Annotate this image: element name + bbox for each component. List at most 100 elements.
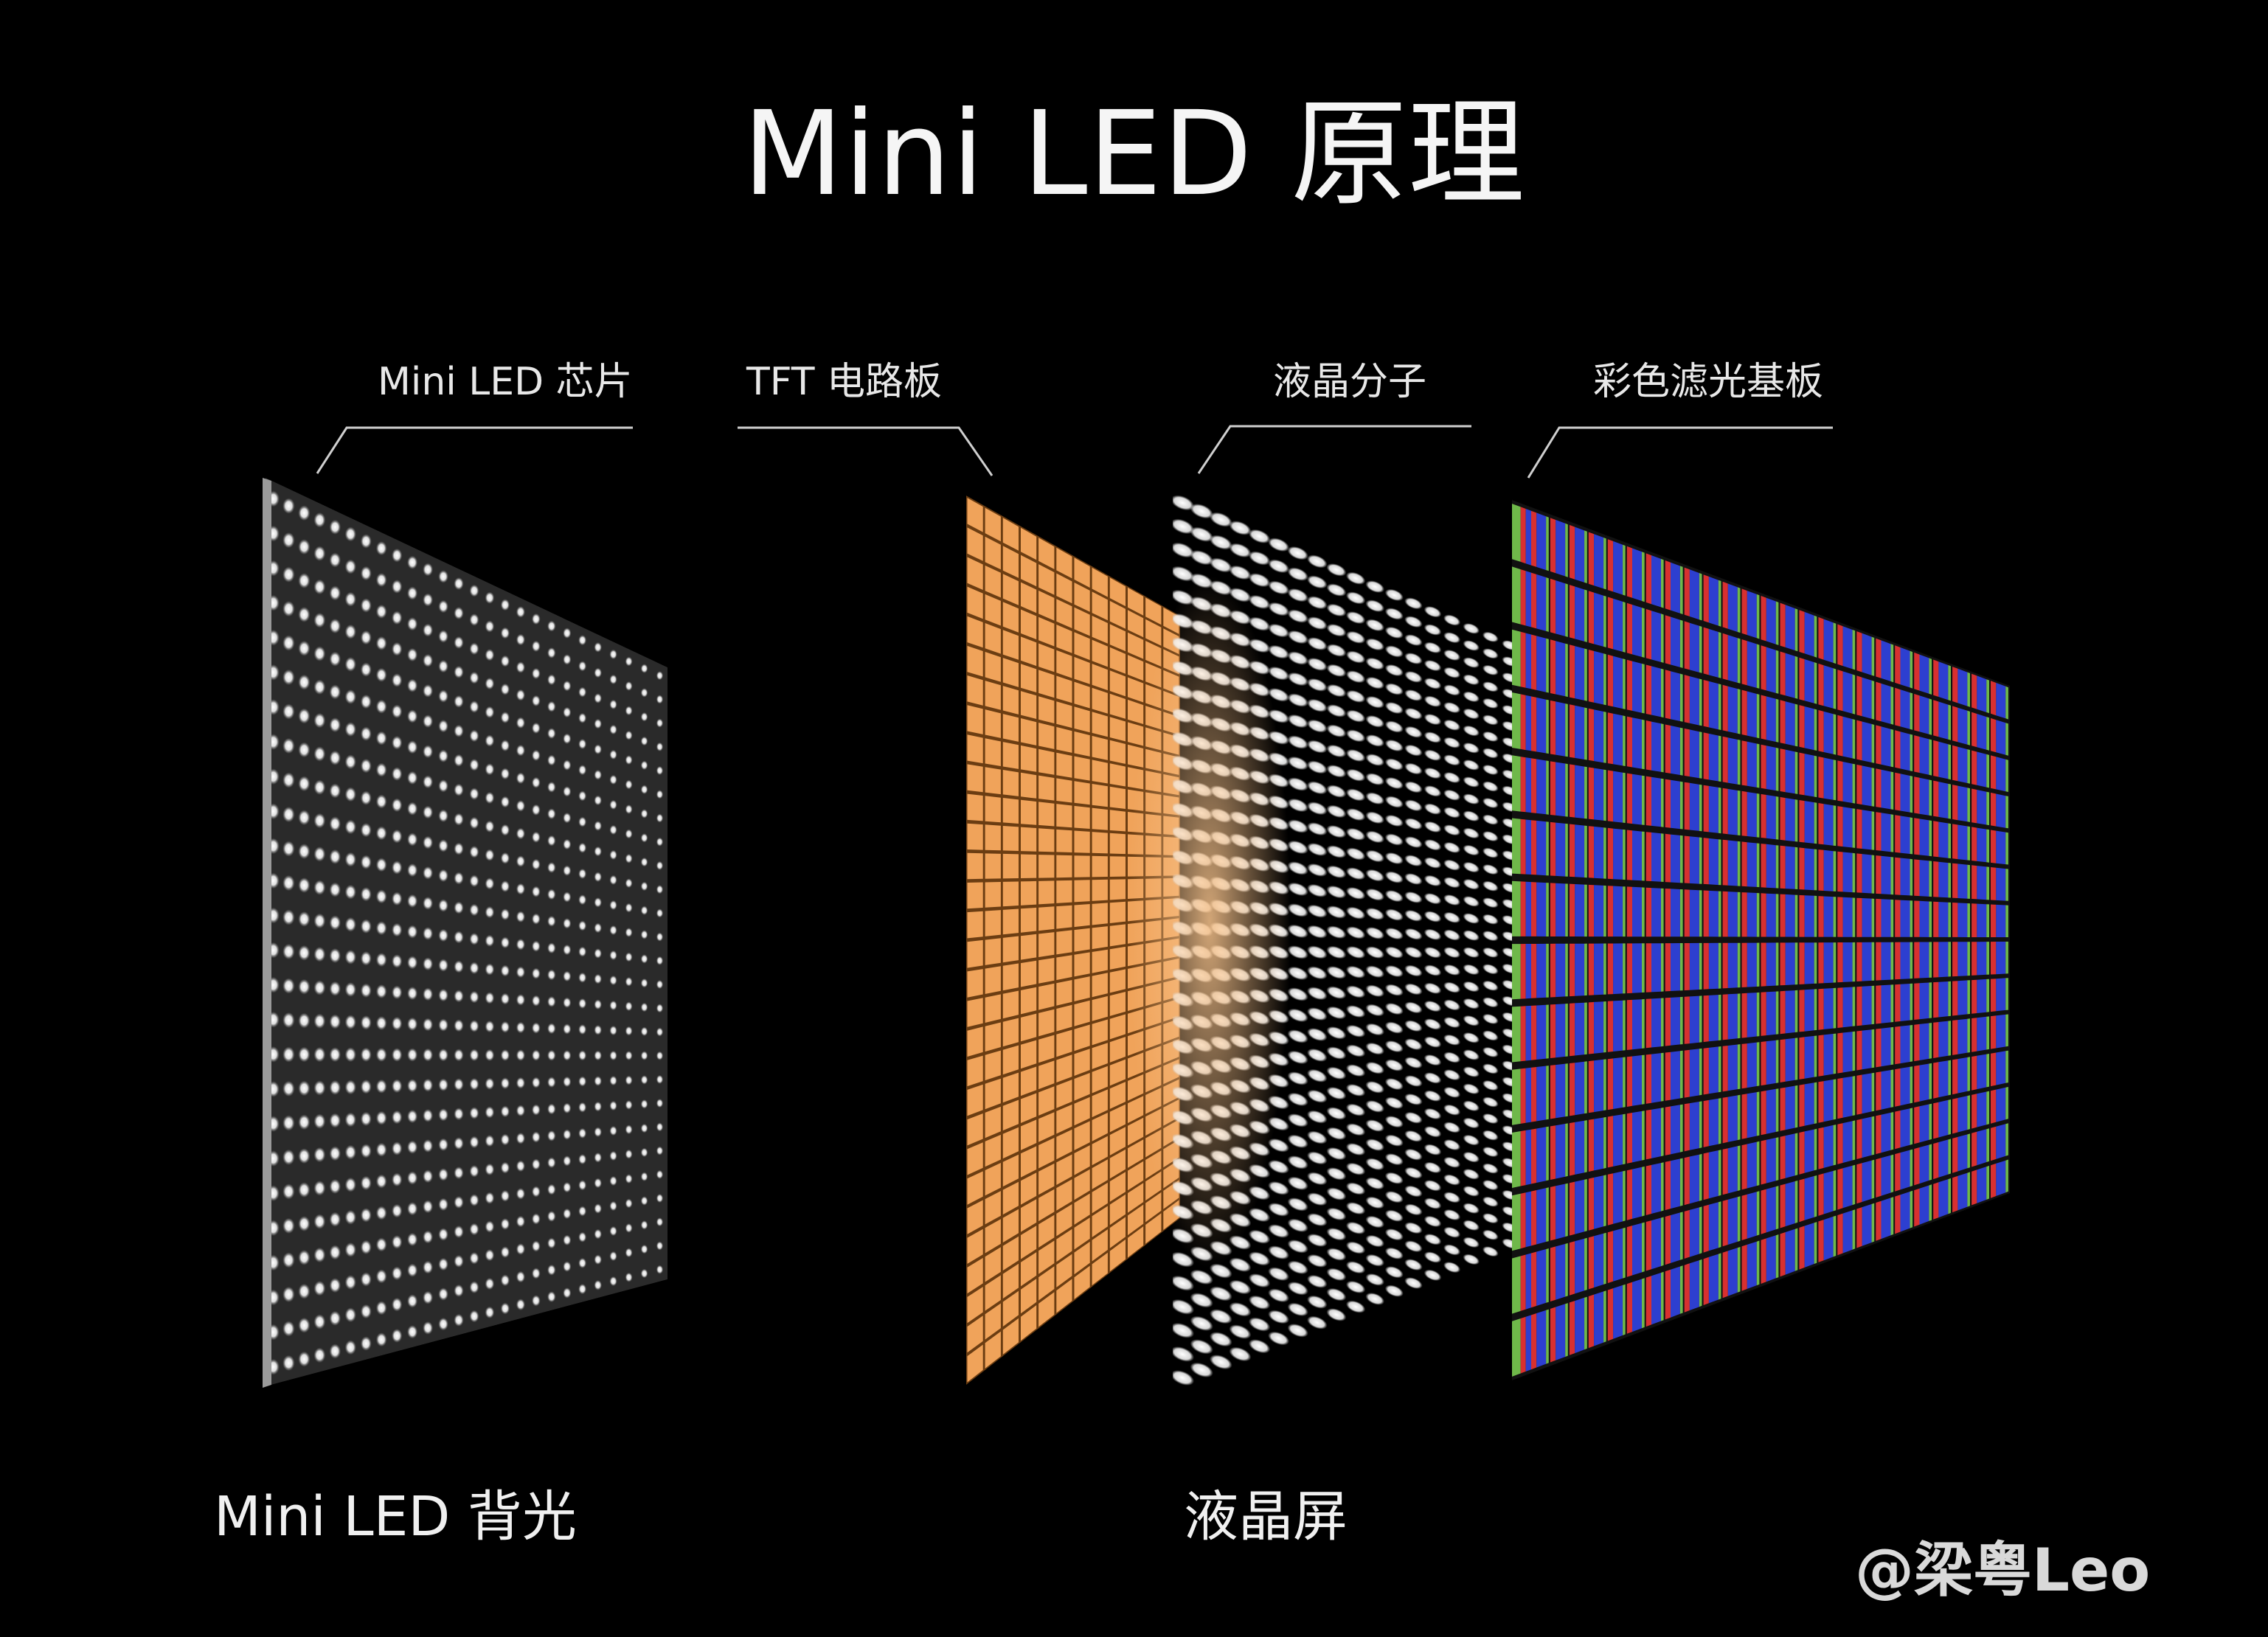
subpixel <box>1575 1179 1585 1234</box>
tft-cell <box>985 1163 1001 1196</box>
subpixel <box>1890 1197 1894 1236</box>
subpixel <box>1546 1187 1549 1242</box>
subpixel <box>1525 509 1531 566</box>
led-chip <box>516 1299 526 1311</box>
subpixel <box>1977 751 1987 788</box>
led-chip <box>298 1114 311 1130</box>
led-chip <box>454 1019 464 1032</box>
lc-molecule <box>1326 704 1347 717</box>
subpixel <box>1833 805 1837 847</box>
subpixel <box>1575 1120 1585 1175</box>
subpixel <box>1919 1063 1929 1102</box>
subpixel <box>1856 1163 1862 1204</box>
subpixel <box>1761 645 1766 691</box>
lc-molecule <box>1365 1196 1385 1209</box>
led-chip <box>407 1202 418 1216</box>
lc-molecule <box>1307 616 1328 630</box>
subpixel <box>1603 712 1606 763</box>
subpixel <box>1613 1171 1623 1224</box>
lc-molecule <box>1345 630 1366 644</box>
lc-molecule <box>1365 1273 1385 1286</box>
subpixel <box>1747 1241 1757 1289</box>
led-chip <box>656 695 664 704</box>
subpixel <box>1727 1146 1738 1194</box>
tft-cell <box>1056 955 1072 981</box>
tft-cell <box>1038 1138 1055 1169</box>
tft-cell <box>1092 1252 1108 1286</box>
tft-cell <box>1021 799 1037 825</box>
led-chip <box>625 853 633 863</box>
led-chip <box>392 673 403 687</box>
led-chip <box>656 790 664 799</box>
subpixel <box>1972 979 1977 1014</box>
subpixel <box>1703 1152 1709 1200</box>
led-chip <box>594 872 602 883</box>
subpixel <box>1794 1038 1798 1080</box>
subpixel <box>1741 639 1747 686</box>
lc-molecule <box>1190 504 1213 519</box>
subpixel <box>1837 624 1843 667</box>
subpixel <box>1512 944 1521 1000</box>
subpixel <box>1933 659 1939 697</box>
lc-molecule <box>1307 1048 1328 1062</box>
led-chip <box>360 919 372 934</box>
subpixel <box>1804 1129 1814 1173</box>
subpixel <box>1876 1200 1882 1241</box>
led-chip <box>500 965 510 977</box>
subpixel <box>1718 684 1721 730</box>
lc-molecule <box>1190 1339 1213 1355</box>
subpixel <box>1569 1063 1575 1116</box>
subpixel <box>1799 942 1805 984</box>
lc-molecule <box>1384 1116 1404 1128</box>
subpixel <box>1910 983 1913 1021</box>
led-chip <box>547 1211 556 1222</box>
subpixel <box>1996 1087 2006 1122</box>
led-chip <box>485 1192 495 1204</box>
subpixel <box>1684 1103 1690 1152</box>
subpixel <box>1876 898 1882 937</box>
subpixel <box>1876 1028 1882 1068</box>
subpixel <box>1910 1025 1913 1062</box>
tft-cell <box>985 1275 1001 1311</box>
led-chip <box>313 1181 326 1196</box>
subpixel <box>1761 744 1766 789</box>
subpixel <box>1607 1058 1614 1111</box>
led-chip <box>360 983 372 998</box>
subpixel <box>1556 822 1566 877</box>
led-chip <box>313 1046 326 1063</box>
led-chip <box>360 566 372 581</box>
led-chip <box>563 838 572 850</box>
led-chip <box>594 973 602 984</box>
subpixel <box>1584 825 1587 878</box>
lc-molecule <box>1345 1103 1366 1116</box>
tft-cell <box>985 1219 1001 1254</box>
tft-cell <box>1038 1240 1055 1274</box>
lc-molecule <box>1384 796 1404 808</box>
led-chip <box>423 927 434 940</box>
lc-molecule <box>1326 906 1347 919</box>
subpixel <box>1818 849 1824 891</box>
lc-molecule <box>1190 1293 1213 1308</box>
led-chip <box>469 1020 479 1032</box>
label-color-filter: 彩色滤光基板 <box>1593 360 1824 404</box>
lc-molecule <box>1173 495 1195 511</box>
tft-cell <box>1021 1066 1037 1096</box>
lc-molecule <box>1463 674 1480 686</box>
subpixel <box>1671 1266 1680 1318</box>
subpixel <box>1952 903 1958 937</box>
subpixel <box>1799 610 1805 654</box>
subpixel <box>1804 989 1814 1032</box>
led-chip <box>516 1077 526 1089</box>
lc-molecule <box>1443 667 1461 678</box>
subpixel <box>2005 1050 2008 1083</box>
lc-molecule <box>1307 863 1328 877</box>
subpixel <box>1684 782 1690 830</box>
led-chip <box>609 900 617 911</box>
lc-molecule <box>1209 512 1232 527</box>
lc-molecule <box>1463 1220 1480 1231</box>
subpixel <box>1584 1002 1587 1055</box>
subpixel <box>1588 1119 1595 1172</box>
subpixel <box>1671 1158 1680 1209</box>
led-chip <box>531 1104 541 1116</box>
lc-molecule <box>1326 1086 1347 1100</box>
